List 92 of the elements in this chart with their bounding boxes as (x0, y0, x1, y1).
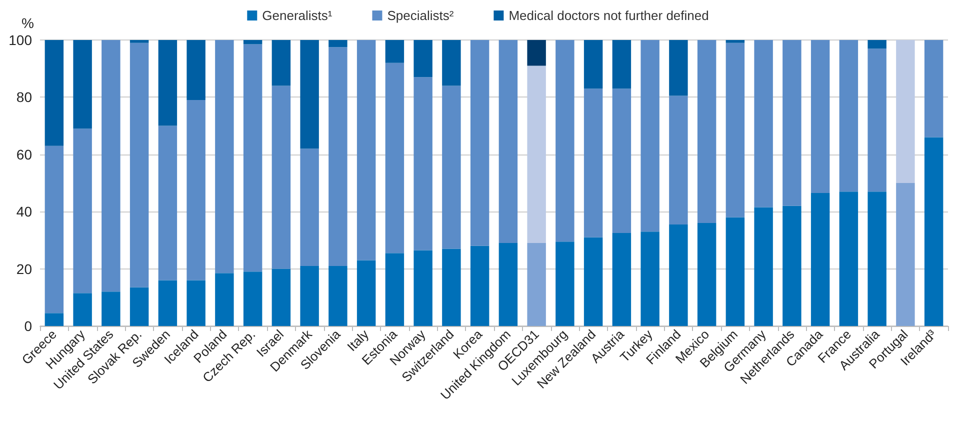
bar (868, 40, 886, 49)
y-tick-label: 40 (16, 204, 32, 220)
y-axis-title: % (22, 15, 34, 31)
bar (584, 88, 603, 238)
bar (669, 96, 688, 224)
bar (868, 192, 886, 326)
bar (612, 233, 632, 326)
bar (527, 243, 546, 326)
bar (243, 44, 262, 272)
y-tick-label: 100 (8, 32, 32, 48)
bar (498, 40, 518, 244)
bar (640, 232, 660, 326)
bar (810, 40, 830, 194)
bar (158, 126, 178, 280)
y-tick-label: 20 (16, 260, 32, 277)
bar (612, 88, 632, 234)
bar (328, 266, 348, 326)
bar (442, 248, 461, 326)
bar (356, 40, 376, 260)
bar (102, 40, 120, 292)
bar (584, 237, 603, 326)
bar (186, 100, 206, 280)
bar (442, 86, 461, 249)
bar (356, 260, 376, 326)
bar (470, 246, 490, 326)
bar (527, 40, 546, 66)
bar (328, 47, 348, 266)
bar (669, 224, 688, 326)
bar (924, 137, 944, 326)
bar (44, 146, 64, 314)
bar (839, 192, 858, 326)
y-tick-label: 80 (16, 89, 32, 106)
bar (300, 148, 319, 266)
bar (130, 40, 149, 43)
bar (414, 250, 432, 326)
bar (924, 40, 944, 138)
legend-label: Specialists² (387, 8, 454, 23)
bar (640, 40, 660, 232)
bar (612, 40, 632, 89)
bar (385, 253, 404, 326)
bar (158, 40, 178, 126)
bar (498, 243, 518, 326)
bar (215, 40, 234, 274)
legend-label: Generalists¹ (262, 8, 333, 23)
bar (896, 183, 915, 326)
bar (669, 40, 688, 96)
bar (782, 40, 802, 206)
bar (158, 280, 178, 326)
bar (73, 128, 92, 294)
bar (272, 86, 291, 269)
bar (130, 287, 149, 326)
bar (868, 48, 886, 192)
bar (726, 40, 745, 43)
bar (527, 66, 546, 244)
bar (754, 207, 773, 326)
bar (584, 40, 603, 89)
bar (782, 206, 802, 326)
bar (726, 217, 745, 326)
bar (896, 40, 915, 183)
bar (414, 77, 432, 250)
bar (697, 223, 716, 326)
bar (243, 40, 262, 44)
bar (300, 266, 319, 326)
bar (300, 40, 319, 149)
bar (697, 40, 716, 224)
bar (810, 193, 830, 326)
bar (102, 292, 120, 326)
bar (186, 280, 206, 326)
bar (215, 273, 234, 326)
bar (470, 40, 490, 246)
bar (328, 40, 348, 48)
bar (44, 313, 64, 326)
bar (243, 272, 262, 326)
bar (414, 40, 432, 78)
bar (385, 62, 404, 254)
bar (186, 40, 206, 100)
bar (73, 293, 92, 326)
y-tick-label: 60 (16, 146, 32, 162)
legend-label: Medical doctors not further defined (508, 8, 709, 23)
y-tick-label: 0 (24, 318, 32, 334)
bar (754, 40, 773, 208)
bar (556, 40, 574, 242)
bar (272, 268, 291, 326)
bar (839, 40, 858, 192)
bar (726, 42, 745, 218)
bar (272, 40, 291, 86)
bar (44, 40, 64, 146)
bar (73, 40, 92, 129)
bar (130, 42, 149, 288)
bar (556, 242, 574, 326)
bar (442, 40, 461, 86)
bar (385, 40, 404, 63)
